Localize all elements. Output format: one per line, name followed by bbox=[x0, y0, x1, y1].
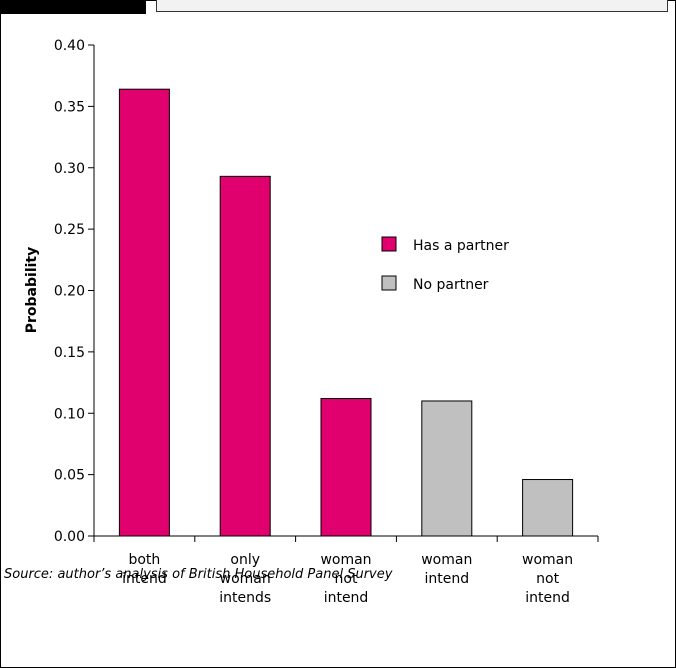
bar bbox=[118, 88, 170, 537]
x-category-label: only bbox=[230, 552, 260, 568]
y-tick-label: 0.35 bbox=[54, 99, 85, 115]
legend-label: Has a partner bbox=[413, 238, 509, 254]
y-tick-label: 0.25 bbox=[54, 222, 85, 238]
legend-label: No partner bbox=[413, 277, 489, 293]
legend-swatch bbox=[381, 236, 397, 252]
y-tick-label: 0.15 bbox=[54, 345, 85, 361]
y-tick-label: 0.00 bbox=[54, 529, 85, 545]
bar bbox=[320, 398, 372, 537]
x-category-label: woman bbox=[522, 552, 573, 568]
y-axis-title: Probability bbox=[24, 247, 40, 334]
x-category-label: intend bbox=[424, 571, 469, 587]
y-tick-label: 0.05 bbox=[54, 468, 85, 484]
source-note: Source: author’s analysis of British Hou… bbox=[4, 567, 393, 582]
x-category-label: intend bbox=[324, 590, 369, 606]
x-category-label: not bbox=[335, 571, 358, 587]
y-tick-label: 0.10 bbox=[54, 406, 85, 422]
y-tick-label: 0.20 bbox=[54, 284, 85, 300]
y-tick-label: 0.30 bbox=[54, 161, 85, 177]
x-category-label: intends bbox=[219, 590, 271, 606]
legend-swatch bbox=[381, 275, 397, 291]
x-category-label: intend bbox=[525, 590, 570, 606]
header-black-tab bbox=[0, 0, 146, 14]
x-category-label: woman bbox=[421, 552, 472, 568]
x-category-label: woman bbox=[320, 552, 371, 568]
y-tick-label: 0.40 bbox=[54, 38, 85, 54]
header-caption-box bbox=[156, 0, 668, 12]
bar bbox=[421, 400, 473, 537]
bar bbox=[522, 479, 574, 537]
x-category-label: both bbox=[128, 552, 160, 568]
x-category-label: not bbox=[536, 571, 559, 587]
bar bbox=[219, 175, 271, 537]
x-category-label: intend bbox=[122, 571, 167, 587]
x-category-label: woman bbox=[220, 571, 271, 587]
